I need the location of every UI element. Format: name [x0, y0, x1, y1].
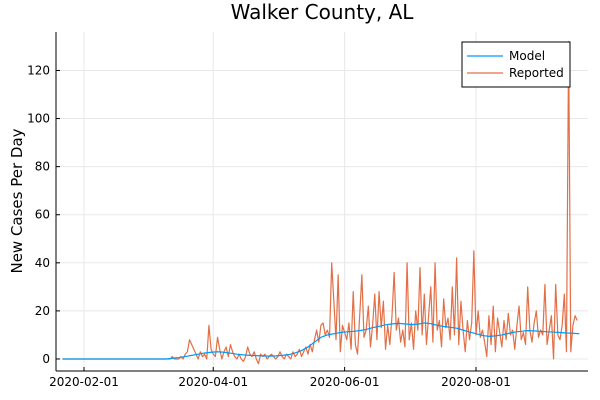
legend-label-reported: Reported [509, 66, 564, 80]
x-tick-label: 2020-02-01 [49, 375, 119, 389]
series-line-reported [62, 41, 578, 365]
legend: Model Reported [461, 41, 571, 88]
y-tick-label: 120 [27, 63, 50, 77]
y-tick-label: 100 [27, 112, 50, 126]
y-tick-label: 0 [42, 352, 50, 366]
y-axis-label: New Cases Per Day [8, 128, 26, 273]
legend-label-model: Model [509, 49, 545, 63]
x-tick-label: 2020-08-01 [441, 375, 511, 389]
y-tick-label: 80 [35, 160, 50, 174]
x-ticks: 2020-02-01 2020-04-01 2020-06-01 2020-08-01 [49, 367, 511, 389]
y-tick-label: 20 [35, 304, 50, 318]
series-line-model [62, 322, 580, 360]
y-ticks: 0 20 40 60 80 100 120 [27, 63, 60, 366]
chart-title: Walker County, AL [231, 0, 415, 24]
y-tick-label: 60 [35, 208, 50, 222]
y-tick-label: 40 [35, 256, 50, 270]
series-lines [62, 41, 580, 365]
x-tick-label: 2020-06-01 [310, 375, 380, 389]
axes [55, 32, 588, 372]
legend-box [461, 41, 571, 88]
x-tick-label: 2020-04-01 [178, 375, 248, 389]
